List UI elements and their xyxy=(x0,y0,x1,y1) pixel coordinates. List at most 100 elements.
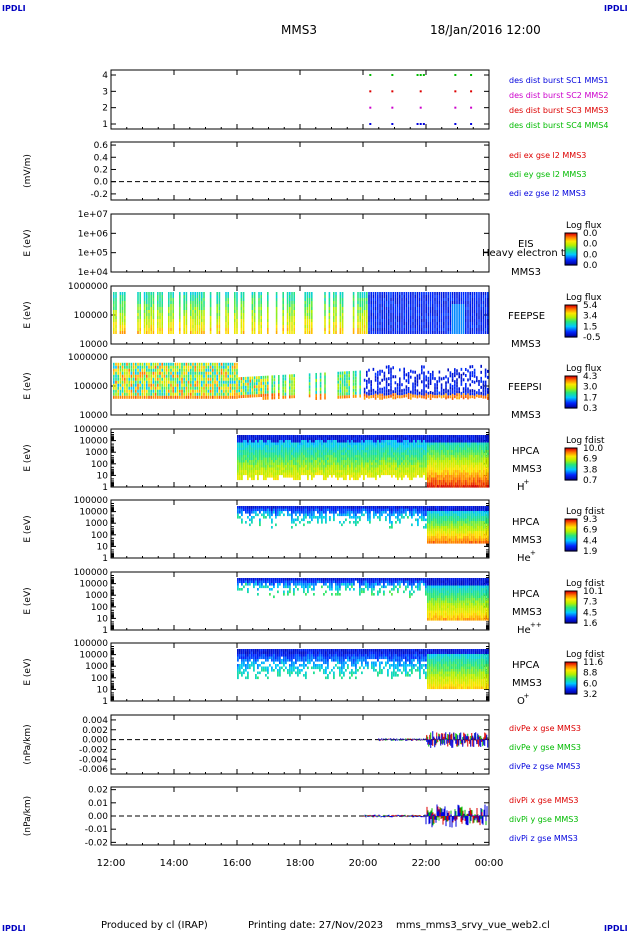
spectrogram-cell xyxy=(478,382,480,386)
y-tick-label: 1000 xyxy=(85,448,108,458)
spectrogram-cell xyxy=(467,301,469,304)
spectrogram-cell xyxy=(311,465,313,468)
spectrogram-cell xyxy=(487,316,489,319)
spectrogram-cell xyxy=(183,392,185,396)
spectrogram-cell xyxy=(284,389,287,393)
spectrogram-cell xyxy=(451,307,454,310)
spectrogram-cell xyxy=(225,374,227,378)
spectrogram-cell xyxy=(303,450,305,453)
spectrogram-cell xyxy=(279,447,281,451)
spectrogram-cell xyxy=(258,382,260,386)
spectrogram-cell xyxy=(119,331,122,334)
y-tick-label: 2 xyxy=(102,104,108,114)
spectrogram-cell xyxy=(236,322,238,325)
spectrogram-cell xyxy=(183,301,185,304)
spectrogram-cell xyxy=(432,373,434,377)
spectrogram-cell xyxy=(251,295,254,298)
spectrogram-cell xyxy=(399,377,401,381)
spectrogram-cell xyxy=(429,381,432,385)
spectrogram-cell xyxy=(374,319,377,322)
spectrogram-cell xyxy=(218,377,221,381)
y-tick-label: -0.02 xyxy=(85,838,108,848)
spectrogram-cell xyxy=(301,460,303,463)
spectrogram-cell xyxy=(207,362,210,366)
spectrogram-cell xyxy=(259,445,261,448)
spectrogram-cell xyxy=(234,362,236,366)
spectrogram-cell xyxy=(434,316,436,319)
colorbar-swatch xyxy=(565,325,577,327)
spectrogram-cell xyxy=(152,377,155,381)
spectrogram-cell xyxy=(423,389,425,393)
spectrogram-cell xyxy=(150,368,152,372)
spectrogram-cell xyxy=(255,457,257,461)
spectrogram-cell xyxy=(113,377,115,381)
spectrogram-cell xyxy=(183,395,185,399)
spectrogram-cell xyxy=(229,377,232,381)
spectrogram-cell xyxy=(303,472,305,476)
colorbar-swatch xyxy=(565,606,577,608)
spectrogram-cell xyxy=(366,382,368,386)
colorbar-swatch xyxy=(565,614,577,616)
spectrogram-cell xyxy=(467,378,469,382)
spectrogram-cell xyxy=(227,365,229,369)
colorbar-swatch xyxy=(565,376,577,378)
spectrogram-cell xyxy=(309,465,311,468)
spectrogram-cell xyxy=(170,325,172,328)
spectrogram-cell xyxy=(484,307,487,310)
spectrogram-cell xyxy=(234,322,236,325)
spectrogram-cell xyxy=(255,447,257,451)
spectrogram-cell xyxy=(425,390,427,394)
spectrogram-cell xyxy=(253,442,255,446)
spectrogram-cell xyxy=(190,395,192,399)
spectrogram-cell xyxy=(337,395,339,399)
spectrogram-cell xyxy=(414,325,416,328)
spectrogram-cell xyxy=(157,395,159,399)
spectrogram-cell xyxy=(289,472,291,476)
spectrogram-cell xyxy=(220,371,223,375)
spectrogram-cell xyxy=(410,393,412,397)
spectrogram-cell xyxy=(421,389,423,393)
spectrogram-cell xyxy=(460,373,463,377)
spectrogram-cell xyxy=(381,390,383,394)
colorbar-swatch xyxy=(565,315,577,317)
spectrogram-cell xyxy=(128,365,130,369)
spectrogram-cell xyxy=(253,440,255,443)
spectrogram-cell xyxy=(172,377,174,381)
y-tick-label: 0.0 xyxy=(94,178,109,188)
spectrogram-cell xyxy=(458,372,460,376)
spectrogram-cell xyxy=(271,387,273,391)
spectrogram-cell xyxy=(324,325,326,328)
colorbar-swatch xyxy=(565,234,577,236)
spectrogram-cell xyxy=(243,460,245,463)
y-tick-label: 1000 xyxy=(85,519,108,529)
spectrogram-cell xyxy=(289,460,291,463)
spectrogram-cell xyxy=(157,307,159,310)
spectrogram-cell xyxy=(425,393,427,397)
spectrogram-cell xyxy=(245,465,247,468)
spectrogram-cell xyxy=(445,375,447,379)
spectrogram-cell xyxy=(372,319,375,322)
spectrogram-cell xyxy=(467,310,469,313)
spectrogram-cell xyxy=(487,331,489,334)
spectrogram-cell xyxy=(374,313,377,316)
spectrogram-cell xyxy=(282,298,284,301)
spectrogram-cell xyxy=(249,394,251,398)
colorbar-swatch xyxy=(565,617,577,619)
spectrogram-cell xyxy=(289,465,291,468)
spectrogram-cell xyxy=(115,328,117,331)
spectrogram-cell xyxy=(311,477,313,481)
colorbar-swatch xyxy=(565,684,577,686)
spectrogram-cell xyxy=(198,304,201,307)
spectrogram-cell xyxy=(264,393,267,397)
spectrogram-cell xyxy=(239,437,241,441)
spectrogram-cell xyxy=(267,450,269,453)
spectrogram-cell xyxy=(346,389,348,393)
spectrogram-cell xyxy=(273,472,275,476)
spectrogram-cell xyxy=(414,298,416,301)
colorbar-swatch xyxy=(565,547,577,549)
spectrogram-cell xyxy=(289,328,291,331)
spectrogram-cell xyxy=(203,383,205,387)
spectrogram-cell xyxy=(124,383,126,387)
spectrogram-cell xyxy=(416,325,419,328)
spectrogram-cell xyxy=(303,470,305,473)
